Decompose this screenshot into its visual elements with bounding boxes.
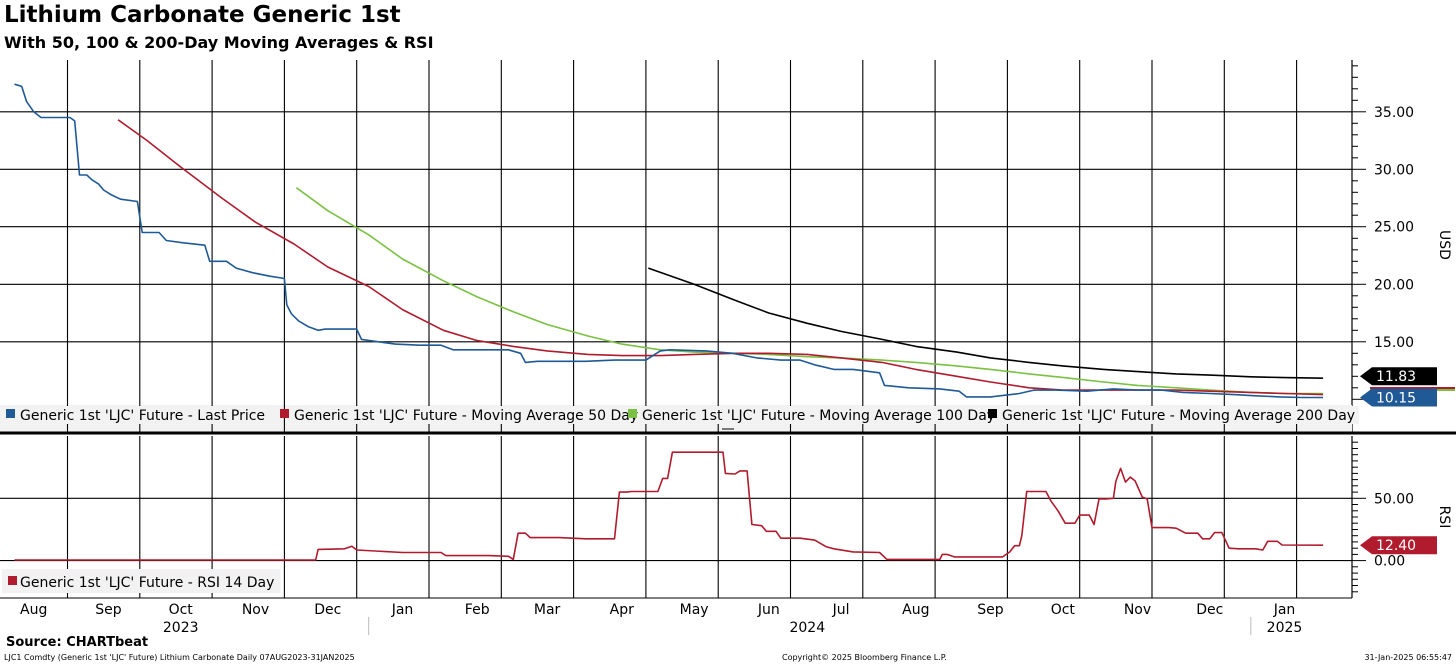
x-month-label: Jul xyxy=(832,602,850,618)
ma200-line xyxy=(648,267,1324,379)
x-month-label: Dec xyxy=(1196,602,1223,618)
rsi-y-tick-label: 50.00 xyxy=(1374,491,1414,507)
x-month-label: May xyxy=(680,602,709,618)
x-month-label: Mar xyxy=(534,602,561,618)
ma50-line xyxy=(117,119,1324,396)
rsi-panel: 50.00 0.00 RSI Generic 1st 'LJC' Future - R… xyxy=(0,436,1452,598)
ma100-line xyxy=(295,187,1324,395)
x-month-label: Oct xyxy=(1051,602,1076,618)
price-y-tick-label: 20.00 xyxy=(1374,277,1414,293)
ma50-marker xyxy=(1370,387,1455,389)
chart-title: Lithium Carbonate Generic 1st xyxy=(4,2,401,28)
legend-label-bg xyxy=(1000,406,1360,424)
legend-swatch xyxy=(8,576,17,585)
x-month-label: Jan xyxy=(1273,602,1296,618)
x-year-label: 2024 xyxy=(789,620,825,636)
footer-timestamp: 31-Jan-2025 06:55:47 xyxy=(1364,653,1452,662)
legend-swatch xyxy=(628,409,637,418)
price-y-tick-label: 30.00 xyxy=(1374,162,1414,178)
x-year-label: 2023 xyxy=(163,620,199,636)
x-month-label: Aug xyxy=(20,602,47,618)
x-month-label: Sep xyxy=(95,602,122,618)
last-value-ma200: 11.83 xyxy=(1360,367,1437,386)
last-value-rsi: 12.40 xyxy=(1360,536,1437,555)
price-panel: 35.00 30.00 25.00 20.00 15.00 USD Generic 1st … xyxy=(0,60,1456,435)
x-month-label: Sep xyxy=(977,602,1004,618)
x-month-label: Oct xyxy=(169,602,194,618)
price-y-axis-title: USD xyxy=(1436,230,1452,260)
x-month-label: Feb xyxy=(465,602,490,618)
x-month-label: Nov xyxy=(1124,602,1151,618)
x-month-label: Jan xyxy=(391,602,414,618)
last-value-ma200-shape xyxy=(1360,367,1437,386)
x-month-label: Jun xyxy=(757,602,780,618)
legend-label: Generic 1st 'LJC' Future - RSI 14 Day xyxy=(20,575,274,591)
price-y-tick-label: 35.00 xyxy=(1374,105,1414,121)
legend-label-bg xyxy=(18,406,269,424)
source-note: Source: CHARTbeat xyxy=(6,635,149,650)
rsi-line xyxy=(14,451,1324,561)
legend-label: Generic 1st 'LJC' Future - Moving Averag… xyxy=(642,408,995,424)
rsi-y-tick-label: 0.00 xyxy=(1374,554,1405,570)
last-value-rsi-shape xyxy=(1360,536,1437,555)
x-month-label: Apr xyxy=(610,602,634,618)
x-month-label: Dec xyxy=(314,602,341,618)
legend-label-bg xyxy=(292,406,643,424)
footer-ticker-info: LJC1 Comdty (Generic 1st 'LJC' Future) L… xyxy=(4,653,355,662)
legend-label-bg xyxy=(640,406,1000,424)
legend-swatch xyxy=(988,409,997,418)
last-value-price-shape xyxy=(1360,388,1437,407)
x-axis: Aug Sep Oct Nov Dec Jan Feb Mar Apr May Jun Jul Aug S… xyxy=(0,597,1352,636)
legend-swatch xyxy=(6,409,15,418)
x-month-label: Nov xyxy=(242,602,269,618)
price-y-tick-label: 25.00 xyxy=(1374,220,1414,236)
price-y-tick-label: 15.00 xyxy=(1374,335,1414,351)
rsi-y-axis-title: RSI xyxy=(1436,506,1452,529)
legend-label: Generic 1st 'LJC' Future - Last Price xyxy=(20,408,265,424)
last-value-rsi-text: 12.40 xyxy=(1376,538,1416,554)
x-year-label: 2025 xyxy=(1267,620,1303,636)
chart-subtitle: With 50, 100 & 200-Day Moving Averages &… xyxy=(4,33,434,52)
last-value-price: 10.15 xyxy=(1360,388,1437,407)
last-value-price-text: 10.15 xyxy=(1376,391,1416,407)
x-month-label: Aug xyxy=(902,602,929,618)
last-value-ma200-text: 11.83 xyxy=(1376,369,1416,385)
last-price-line xyxy=(14,83,1324,399)
footer-copyright: Copyright© 2025 Bloomberg Finance L.P. xyxy=(782,653,947,662)
rsi-legend-background xyxy=(2,569,281,593)
legend-label: Generic 1st 'LJC' Future - Moving Averag… xyxy=(1002,408,1355,424)
legend-swatch xyxy=(280,409,289,418)
legend-label: Generic 1st 'LJC' Future - Moving Averag… xyxy=(294,408,638,424)
